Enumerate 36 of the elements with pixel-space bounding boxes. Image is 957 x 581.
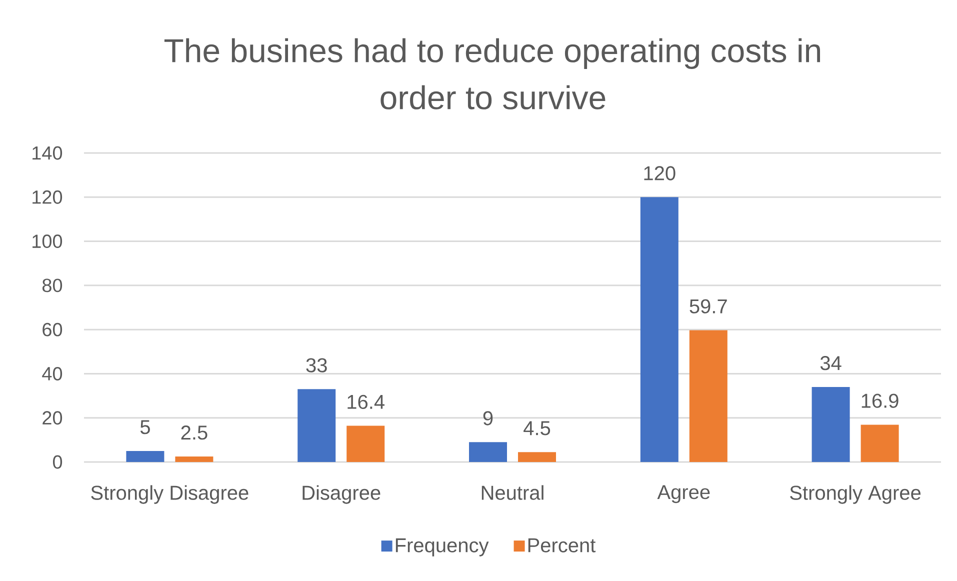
bar [860, 424, 899, 462]
data-label: 5 [140, 420, 150, 434]
y-tick-label: 140 [32, 146, 62, 160]
y-tick-label: 0 [52, 455, 62, 469]
bar [469, 442, 507, 462]
y-tick-label: 20 [42, 411, 62, 425]
data-label: 2.5 [181, 426, 208, 440]
x-tick-label: Strongly Disagree [91, 485, 248, 504]
y-tick-label: 120 [32, 190, 62, 204]
bar [640, 197, 678, 462]
legend-label: Percent [528, 538, 596, 552]
bar [812, 386, 850, 462]
data-label: 59.7 [690, 299, 727, 314]
x-tick-label: Strongly Agree [790, 485, 921, 504]
bar [689, 330, 728, 462]
data-label: 33 [306, 358, 327, 372]
data-label: 9 [483, 411, 493, 426]
data-label: 120 [644, 166, 676, 180]
chart-title: The busines had to reduce operating costs in order to survive [164, 38, 820, 110]
y-tick-label: 100 [32, 234, 62, 248]
bar [126, 450, 164, 462]
bar [175, 456, 214, 462]
bar [346, 426, 385, 462]
x-tick-label: Agree [657, 485, 710, 504]
x-tick-label: Disagree [302, 485, 380, 504]
data-label: 4.5 [524, 421, 550, 436]
y-tick-label: 80 [42, 278, 62, 292]
y-tick-label: 40 [42, 366, 62, 380]
data-label: 16.9 [862, 394, 898, 408]
bar [518, 452, 556, 462]
data-label: 34 [820, 356, 842, 370]
legend-label: Frequency [396, 538, 489, 556]
bar [298, 389, 336, 462]
y-tick-label: 60 [42, 322, 62, 336]
data-label: 16.4 [348, 394, 384, 410]
x-tick-label: Neutral [482, 485, 544, 500]
